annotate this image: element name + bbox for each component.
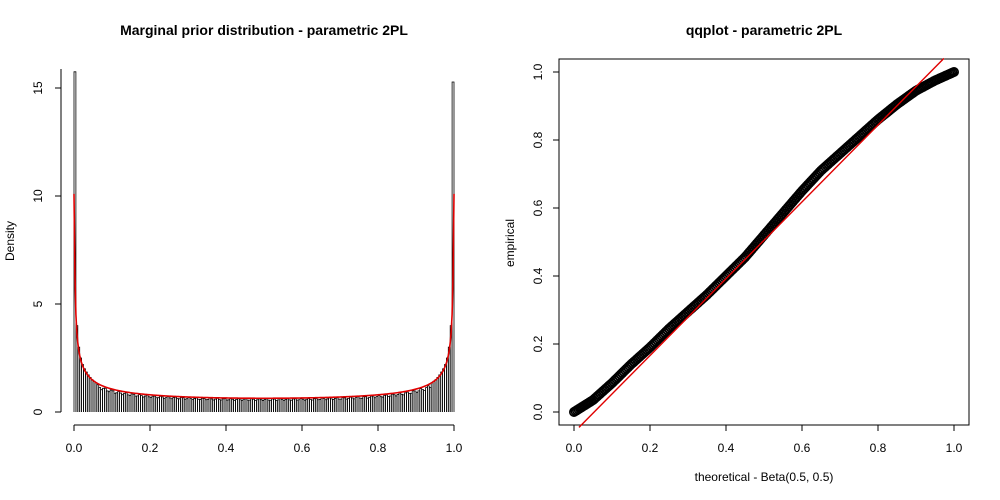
qqplot-title: qqplot - parametric 2PL	[686, 22, 843, 38]
y-tick-label: 0.2	[531, 335, 545, 352]
qqplot-points	[568, 67, 959, 417]
x-tick-label: 0.0	[66, 441, 83, 455]
y-tick-label: 5	[31, 300, 45, 307]
x-tick-label: 0.2	[142, 441, 159, 455]
x-tick-label: 0.8	[370, 441, 387, 455]
qqplot-frame	[558, 58, 970, 426]
y-tick-label: 0	[31, 408, 45, 415]
y-tick-label: 0.8	[531, 131, 545, 148]
qqplot-reference-line	[578, 57, 945, 428]
x-tick-label: 0.6	[794, 441, 811, 455]
histogram-x-ticks: 0.0 0.2 0.4 0.6 0.8 1.0	[66, 425, 463, 455]
beta-density-curve	[73, 193, 455, 400]
x-tick-label: 0.4	[718, 441, 735, 455]
qqplot-x-ticks: 0.0 0.2 0.4 0.6 0.8 1.0	[566, 425, 963, 455]
y-tick-label: 0.0	[531, 403, 545, 420]
y-tick-label: 0.6	[531, 199, 545, 216]
qqplot-x-label: theoretical - Beta(0.5, 0.5)	[695, 470, 834, 484]
histogram-y-label: Density	[3, 221, 17, 261]
y-tick-label: 10	[31, 189, 45, 203]
qqplot-panel: qqplot - parametric 2PL 0.0 0.2 0.4 0.6 0.8 1…	[503, 22, 970, 484]
histogram-title: Marginal prior distribution - parametric…	[120, 22, 408, 38]
x-tick-label: 0.0	[566, 441, 583, 455]
qqplot-y-ticks: 0.0 0.2 0.4 0.6 0.8 1.0	[531, 63, 559, 420]
x-tick-label: 0.8	[870, 441, 887, 455]
histogram-bars	[73, 71, 455, 412]
x-tick-label: 0.6	[294, 441, 311, 455]
x-tick-label: 0.2	[642, 441, 659, 455]
y-tick-label: 0.4	[531, 267, 545, 284]
histogram-panel: Marginal prior distribution - parametric…	[3, 22, 463, 455]
y-tick-label: 1.0	[531, 63, 545, 80]
x-tick-label: 1.0	[946, 441, 963, 455]
histogram-y-ticks: 0 5 10 15	[31, 81, 61, 415]
x-tick-label: 0.4	[218, 441, 235, 455]
y-tick-label: 15	[31, 81, 45, 95]
qqplot-y-label: empirical	[503, 219, 517, 267]
qq-point	[948, 67, 959, 78]
x-tick-label: 1.0	[446, 441, 463, 455]
